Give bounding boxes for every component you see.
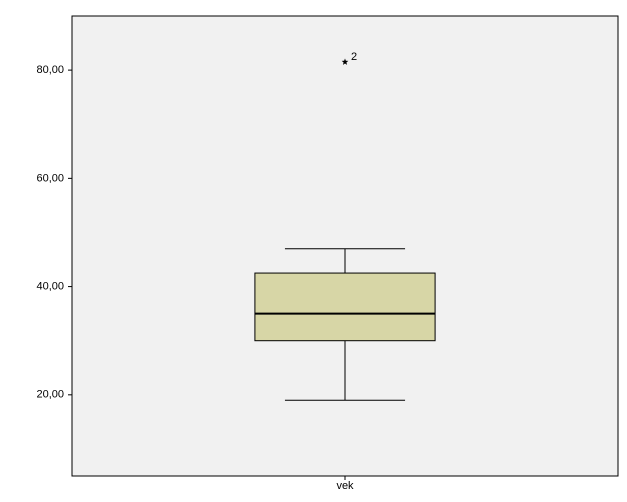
plot-area [72, 16, 618, 476]
y-tick-label: 40,00 [36, 280, 64, 292]
boxplot-chart: 20,00 40,00 60,00 80,00 vek 2 [0, 0, 627, 502]
y-tick-label: 60,00 [36, 172, 64, 184]
x-tick-label: vek [336, 480, 354, 492]
y-tick-label: 20,00 [36, 389, 64, 401]
outlier-label: 2 [351, 51, 357, 63]
y-tick-label: 80,00 [36, 64, 64, 76]
box [255, 273, 435, 341]
